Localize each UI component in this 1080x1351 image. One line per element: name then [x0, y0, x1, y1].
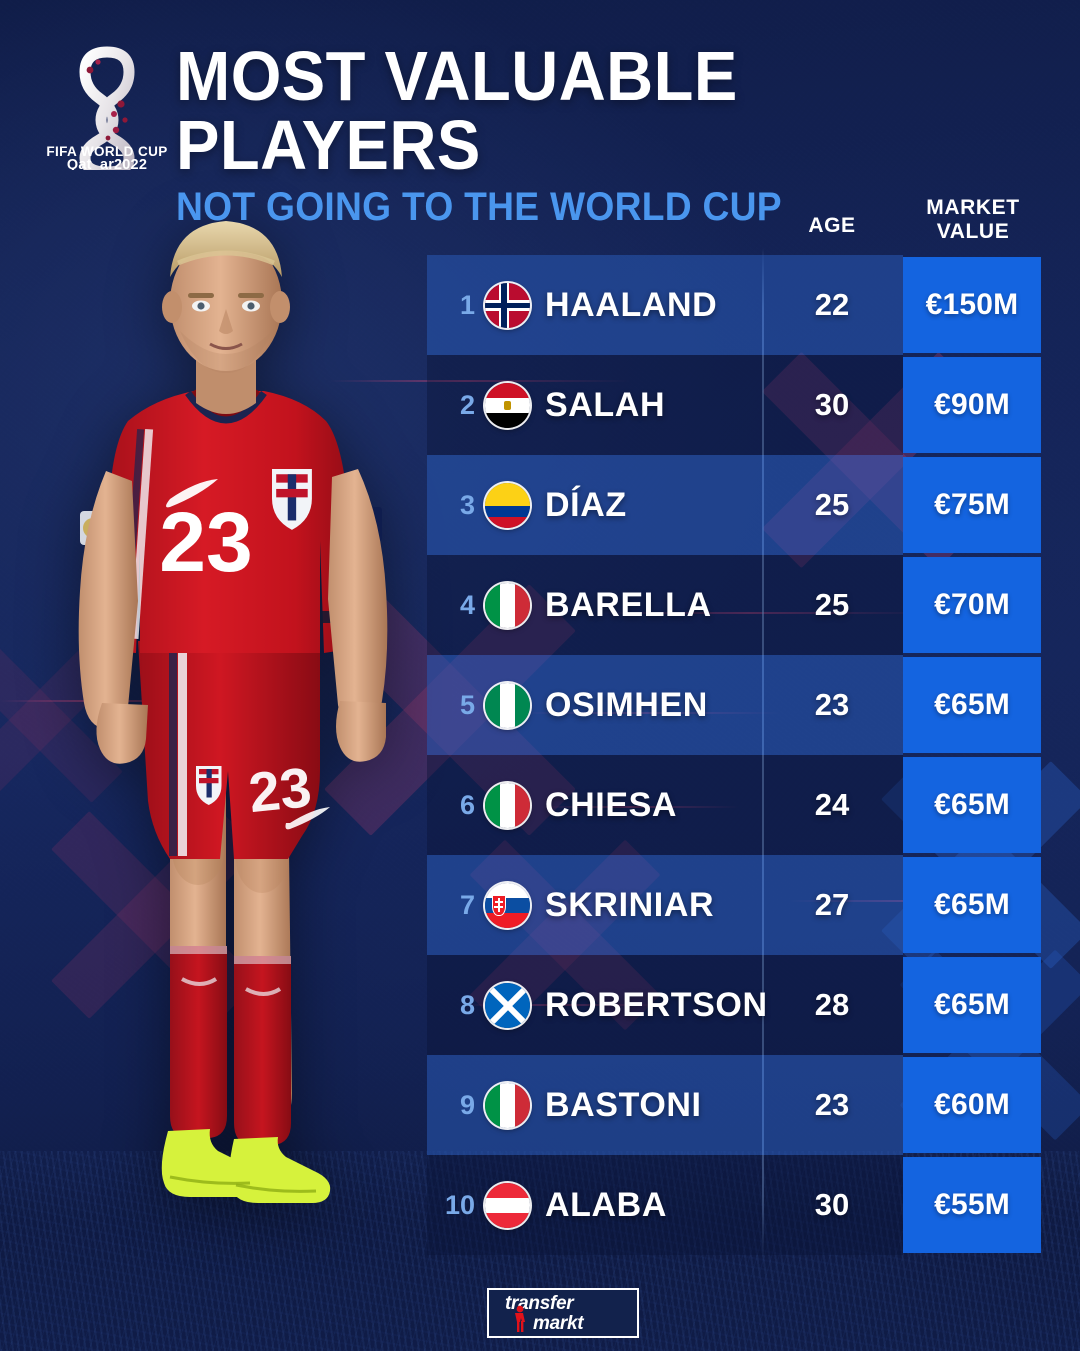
player-age: 25 [814, 587, 850, 622]
player-market-value: €75M [903, 457, 1041, 553]
fifa-world-cup-logo-icon: FIFA WORLD CUP Qat_ar2022 [42, 42, 172, 178]
table-row[interactable]: 5 OSIMHEN 23 €65M [427, 655, 1041, 755]
player-name: SALAH [545, 385, 666, 424]
table-row[interactable]: 7 SKRINIAR 27 €65M [427, 855, 1041, 955]
player-name: BARELLA [545, 585, 712, 624]
table-row[interactable]: 4 BARELLA 25 €70M [427, 555, 1041, 655]
row-rank: 5 [459, 689, 475, 720]
header: FIFA WORLD CUP Qat_ar2022 MOST VALUABLE … [0, 0, 1080, 227]
page-title: MOST VALUABLE PLAYERS [176, 37, 738, 184]
row-rank: 7 [459, 889, 475, 920]
player-age: 22 [814, 287, 850, 322]
svg-text:23: 23 [159, 495, 252, 589]
row-rank: 2 [459, 389, 475, 420]
player-age: 25 [814, 487, 850, 522]
row-rank: 8 [459, 989, 475, 1020]
title-block: MOST VALUABLE PLAYERS NOT GOING TO THE W… [176, 37, 1080, 230]
column-header-market-value-line1: MARKET [926, 196, 1020, 219]
transfermarkt-player-icon [515, 1305, 525, 1332]
country-flag-icon [485, 783, 530, 828]
svg-text:FIFA WORLD CUP: FIFA WORLD CUP [46, 144, 167, 159]
player-name: SKRINIAR [545, 885, 715, 924]
row-rank: 9 [459, 1089, 475, 1120]
svg-text:23: 23 [246, 755, 315, 824]
player-market-value: €60M [903, 1057, 1041, 1153]
player-market-value: €55M [903, 1157, 1041, 1253]
page-subtitle: NOT GOING TO THE WORLD CUP [176, 185, 782, 230]
player-age: 24 [814, 787, 850, 822]
player-name: BASTONI [545, 1085, 702, 1124]
player-age: 23 [814, 1087, 850, 1122]
country-flag-icon [485, 683, 530, 728]
table-row[interactable]: 8 ROBERTSON 28 €65M [427, 955, 1041, 1055]
table-row[interactable]: 9 BASTONI 23 €60M [427, 1055, 1041, 1155]
player-name: CHIESA [545, 785, 678, 824]
player-name: ALABA [545, 1185, 667, 1224]
country-flag-icon [485, 583, 530, 628]
player-market-value: €65M [903, 757, 1041, 853]
player-name: OSIMHEN [545, 685, 708, 724]
player-market-value: €65M [903, 657, 1041, 753]
table-row[interactable]: 2 SALAH 30 €90M [427, 355, 1041, 455]
country-flag-icon [485, 383, 530, 428]
svg-text:Qat_ar2022: Qat_ar2022 [67, 157, 147, 170]
player-age: 30 [814, 387, 850, 422]
player-market-value: €70M [903, 557, 1041, 653]
table-row[interactable]: 3 DÍAZ 25 €75M [427, 455, 1041, 555]
column-header-market-value-line2: VALUE [936, 220, 1010, 244]
player-name: ROBERTSON [545, 985, 768, 1024]
column-header-market-value: MARKET VALUE [903, 196, 1043, 244]
country-flag-icon [485, 483, 530, 528]
row-rank: 3 [459, 489, 475, 520]
player-age: 23 [814, 687, 850, 722]
player-market-value: €65M [903, 957, 1041, 1053]
row-rank: 6 [459, 789, 475, 820]
players-table: 1 HAALAND 22 €150M 2 SALAH 30 €90M 3 DÍAZ 25 €75… [427, 255, 1041, 1255]
player-name: HAALAND [545, 285, 718, 324]
player-age: 28 [814, 987, 850, 1022]
player-name: DÍAZ [545, 485, 627, 524]
transfermarkt-logo[interactable]: transfer markt [487, 1288, 639, 1338]
player-photo-haaland: 23 23 [20, 211, 440, 1241]
country-flag-icon [485, 1083, 530, 1128]
row-rank: 10 [444, 1189, 475, 1220]
column-headers: AGE MARKET VALUE [0, 182, 1080, 252]
transfermarkt-logo-line2: markt [533, 1313, 584, 1334]
row-rank: 4 [459, 589, 475, 620]
player-age: 27 [814, 887, 850, 922]
player-market-value: €90M [903, 357, 1041, 453]
table-row[interactable]: 1 HAALAND 22 €150M [427, 255, 1041, 355]
player-market-value: €150M [903, 257, 1041, 353]
row-rank: 1 [459, 289, 475, 320]
column-header-age: AGE [808, 214, 856, 237]
country-flag-icon [485, 883, 530, 928]
player-age: 30 [814, 1187, 850, 1222]
player-market-value: €65M [903, 857, 1041, 953]
country-flag-icon [485, 1183, 530, 1228]
table-row[interactable]: 10 ALABA 30 €55M [427, 1155, 1041, 1255]
country-flag-icon [485, 283, 530, 328]
country-flag-icon [485, 983, 530, 1028]
table-row[interactable]: 6 CHIESA 24 €65M [427, 755, 1041, 855]
